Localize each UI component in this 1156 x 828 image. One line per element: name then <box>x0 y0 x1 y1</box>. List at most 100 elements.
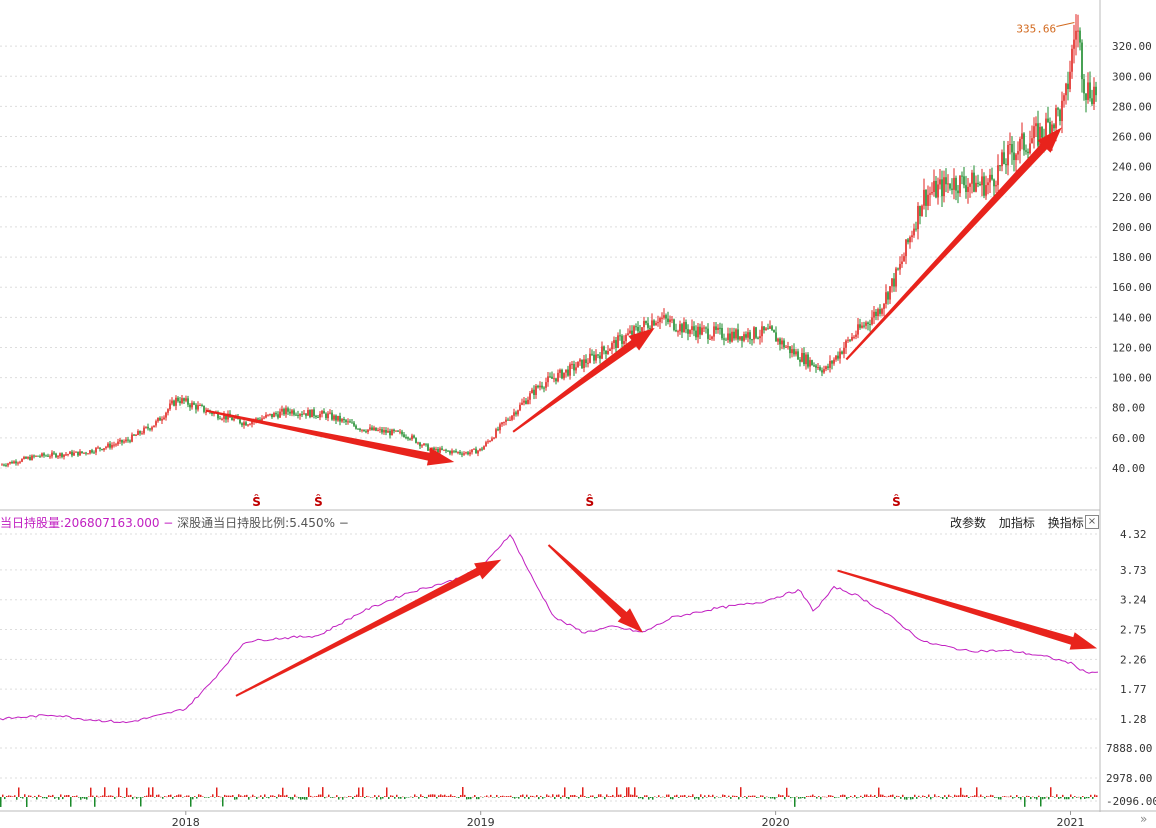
volume-bar <box>276 797 278 799</box>
add-indicator-button[interactable]: 加指标 <box>998 516 1035 530</box>
candle-body <box>1031 138 1033 144</box>
volume-bar <box>928 794 930 797</box>
candle-body <box>289 411 291 414</box>
candle-body <box>43 453 45 456</box>
volume-bar <box>842 794 844 797</box>
volume-bar <box>46 797 48 799</box>
volume-bar <box>970 796 972 797</box>
candle-body <box>483 446 485 450</box>
swap-indicator-button[interactable]: 换指标 <box>1047 516 1084 530</box>
volume-bar <box>432 794 434 797</box>
candle-body <box>155 421 157 426</box>
close-icon[interactable]: × <box>1085 515 1099 529</box>
volume-bar <box>1088 797 1090 799</box>
volume-bar <box>510 795 512 797</box>
candle-body <box>679 324 681 332</box>
candle-body <box>1027 151 1029 154</box>
volume-bar <box>972 796 974 797</box>
volume-bar <box>718 797 720 798</box>
candle-body <box>37 455 39 457</box>
volume-bar <box>968 797 970 798</box>
volume-bar <box>396 794 398 797</box>
volume-bar <box>934 794 936 797</box>
candle-body <box>415 437 417 443</box>
candle-body <box>63 454 65 457</box>
legend-separator: − <box>159 516 178 530</box>
candle-body <box>519 404 521 411</box>
volume-bar <box>950 796 952 797</box>
price-chart: 335.66 Ŝ Ŝ Ŝ Ŝ <box>1 14 1097 509</box>
volume-bar <box>708 794 710 797</box>
candle-body <box>741 336 743 341</box>
candle-body <box>731 331 733 342</box>
candle-body <box>889 286 891 300</box>
candle-body <box>631 330 633 335</box>
candle-body <box>245 422 247 426</box>
candle-body <box>749 332 751 340</box>
volume-bar <box>90 787 92 797</box>
candle-body <box>643 321 645 328</box>
candle-body <box>491 438 493 441</box>
volume-bar <box>132 797 134 800</box>
price-tick-label: 80.00 <box>1112 402 1145 415</box>
volume-bar <box>598 794 600 797</box>
volume-bar <box>578 797 580 799</box>
candle-body <box>911 235 913 238</box>
candle-body <box>435 448 437 451</box>
volume-bar <box>822 796 824 798</box>
volume-bar <box>122 796 124 798</box>
candle-body <box>479 448 481 451</box>
volume-bar <box>118 787 120 797</box>
candle-body <box>651 320 653 329</box>
volume-bar <box>956 795 958 797</box>
candle-body <box>243 422 245 426</box>
volume-bar <box>442 795 444 797</box>
candle-body <box>1093 86 1095 105</box>
candle-body <box>603 346 605 351</box>
volume-bar <box>498 797 500 798</box>
candle-body <box>1009 144 1011 146</box>
edit-params-button[interactable]: 改参数 <box>950 516 987 530</box>
volume-bar <box>810 795 812 797</box>
volume-bar <box>218 796 220 797</box>
volume-bar <box>346 797 348 798</box>
candle-body <box>1051 124 1053 138</box>
candle-body <box>569 364 571 376</box>
volume-bar <box>912 797 914 800</box>
volume-bar <box>692 794 694 797</box>
price-tick-label: 140.00 <box>1112 311 1152 324</box>
candle-body <box>1063 95 1065 101</box>
volume-bar <box>6 796 8 797</box>
volume-bar <box>170 794 172 797</box>
candle-body <box>723 338 725 340</box>
volume-bar <box>622 797 624 798</box>
volume-bar <box>384 796 386 797</box>
volume-bar <box>462 787 464 797</box>
volume-bar <box>600 794 602 797</box>
candle-body <box>953 177 955 190</box>
volume-bar <box>74 796 76 797</box>
candle-body <box>317 416 319 418</box>
volume-bar <box>404 797 406 800</box>
volume-bar <box>866 794 868 797</box>
volume-bar <box>524 797 526 799</box>
candle-body <box>687 329 689 334</box>
volume-bar <box>328 794 330 797</box>
volume-bar <box>368 796 370 798</box>
volume-bar <box>138 797 140 798</box>
volume-bar <box>48 795 50 797</box>
volume-bar <box>602 796 604 798</box>
candle-body <box>287 408 289 412</box>
volume-bar <box>98 796 100 798</box>
volume-bar <box>58 797 60 800</box>
expand-icon[interactable]: » <box>1140 812 1148 826</box>
candle-body <box>585 359 587 364</box>
volume-bar <box>358 787 360 797</box>
volume-bar <box>112 795 114 797</box>
volume-bar <box>922 795 924 797</box>
volume-bar <box>448 795 450 797</box>
volume-bar <box>478 797 480 800</box>
candle-body <box>673 319 675 331</box>
candle-body <box>899 263 901 270</box>
